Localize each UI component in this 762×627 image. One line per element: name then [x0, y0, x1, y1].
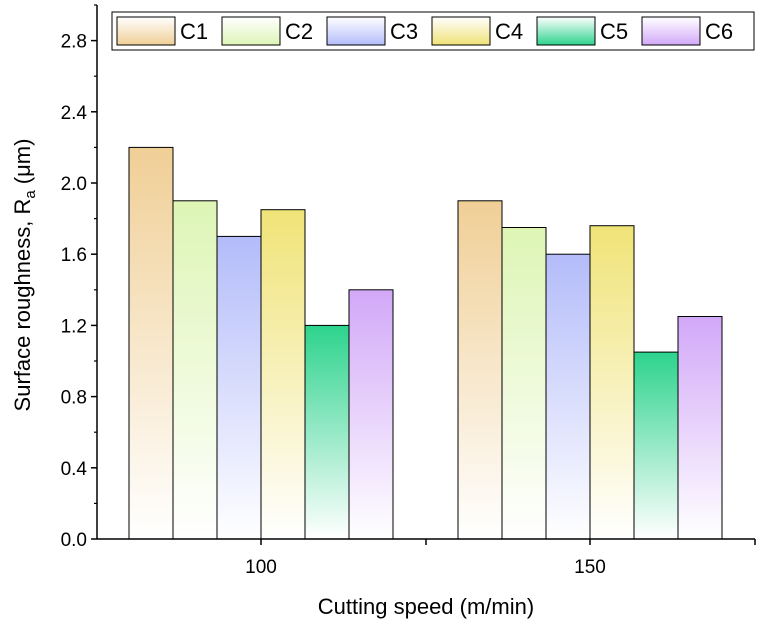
y-axis-title: Surface roughness, Ra (μm): [10, 139, 39, 412]
bar-c1-150: [457, 200, 503, 540]
x-ticks-group: 100 150: [245, 539, 756, 578]
legend-label-c6: C6: [705, 19, 733, 44]
y-axis-title-unit: (μm): [10, 139, 35, 191]
legend-label-c3: C3: [390, 19, 418, 44]
legend-swatch-c3: [326, 16, 386, 46]
y-axis-title-main: Surface roughness, R: [10, 199, 35, 412]
legend-swatch-c5: [536, 16, 596, 46]
y-tick-label: 2.0: [61, 174, 87, 195]
bar-c6-150: [677, 316, 723, 540]
legend-swatch-c4: [431, 16, 491, 46]
legend-label-c5: C5: [600, 19, 628, 44]
legend-swatch-c6: [641, 16, 701, 46]
bar-c4-100: [260, 209, 306, 540]
bar-c1-100: [128, 146, 174, 540]
y-tick-label: 2.8: [61, 32, 87, 53]
y-tick-label: 2.4: [61, 103, 88, 124]
legend-label-c1: C1: [180, 19, 208, 44]
bar-c6-100: [348, 289, 394, 540]
bar-c5-100: [304, 324, 350, 540]
legend-swatch-c1: [116, 16, 176, 46]
y-tick-label: 0.0: [61, 530, 87, 551]
x-axis-title: Cutting speed (m/min): [318, 594, 534, 619]
bar-c5-150: [633, 351, 679, 540]
y-tick-label: 0.4: [61, 459, 88, 480]
legend: C1 C2 C3 C4 C5 C6: [111, 11, 755, 51]
y-ticks-group: 0.0 0.4 0.8 1.2 1.6 2.0 2.4 2.8: [61, 4, 97, 551]
bars-group: [128, 146, 723, 540]
bar-c3-100: [216, 235, 262, 540]
bar-c3-150: [545, 253, 591, 540]
y-tick-label: 1.6: [61, 245, 87, 266]
legend-label-c2: C2: [285, 19, 313, 44]
bar-c2-100: [172, 200, 218, 540]
legend-swatch-c2: [221, 16, 281, 46]
y-axis-title-subscript: a: [22, 190, 39, 199]
bar-c2-150: [501, 227, 547, 540]
y-tick-label: 0.8: [61, 388, 87, 409]
y-tick-label: 1.2: [61, 316, 87, 337]
legend-label-c4: C4: [495, 19, 523, 44]
x-tick-label: 100: [245, 557, 277, 578]
bar-c4-150: [589, 225, 635, 540]
x-tick-label: 150: [574, 557, 606, 578]
